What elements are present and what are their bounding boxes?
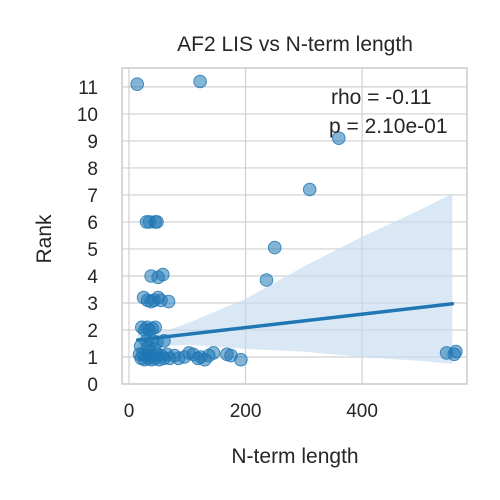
y-tick-label: 4 [87, 267, 98, 288]
y-tick-label: 9 [87, 132, 98, 153]
y-tick-label: 1 [87, 348, 98, 369]
y-tick-label: 3 [87, 294, 98, 315]
scatter-point [151, 216, 164, 229]
scatter-point [148, 343, 161, 356]
scatter-point [303, 183, 316, 196]
y-tick-label: 6 [87, 213, 98, 234]
x-tick-label: 200 [230, 401, 262, 422]
scatter-point [131, 78, 144, 91]
scatter-point [207, 347, 220, 360]
scatter-point [194, 75, 207, 88]
y-tick-label: 10 [77, 105, 98, 126]
scatter-point [162, 295, 175, 308]
x-axis-label: N-term length [231, 445, 358, 468]
rho-annotation: rho = -0.11 [331, 86, 432, 109]
y-tick-label: 7 [87, 186, 98, 207]
scatter-point [268, 241, 281, 254]
y-axis-label: Rank [33, 214, 56, 264]
scatter-point [260, 274, 273, 287]
y-tick-label: 0 [87, 375, 98, 396]
scatter-point [157, 268, 170, 281]
scatter-point [149, 321, 162, 334]
y-tick-label: 5 [87, 240, 98, 261]
chart-title: AF2 LIS vs N-term length [177, 33, 413, 56]
x-tick-label: 0 [124, 401, 135, 422]
x-tick-label: 400 [346, 401, 378, 422]
y-tick-label: 11 [78, 78, 98, 99]
y-tick-label: 2 [87, 321, 98, 342]
scatter-point [235, 353, 248, 366]
y-tick-label: 8 [87, 159, 98, 180]
p-value-annotation: p = 2.10e-01 [329, 115, 448, 138]
scatter-point [450, 345, 463, 358]
